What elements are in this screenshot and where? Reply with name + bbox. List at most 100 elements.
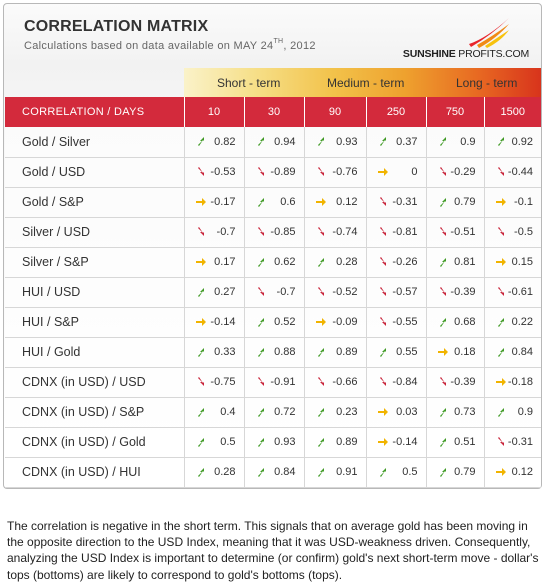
correlation-cell: 0.89 <box>304 337 367 368</box>
correlation-value: 0.89 <box>336 436 358 448</box>
correlation-cell: 0 <box>366 157 427 188</box>
correlation-value: -0.55 <box>392 316 418 328</box>
correlation-value: 0.5 <box>402 466 418 478</box>
correlation-value: 0.79 <box>454 196 476 208</box>
correlation-value: 0.33 <box>214 346 236 358</box>
correlation-cell: 0.9 <box>484 397 541 428</box>
correlation-cell: -0.17 <box>184 187 245 218</box>
correlation-cell: -0.76 <box>304 157 367 188</box>
sun-rays-icon <box>469 18 509 48</box>
correlation-cell: 0.92 <box>484 127 541 158</box>
correlation-cell: 0.5 <box>184 427 245 458</box>
table-row: CDNX (in USD) / Gold 0.5 0.93 0.89 -0.14 0.51… <box>5 427 541 458</box>
correlation-value: 0.93 <box>274 436 296 448</box>
trend-down-arrow-icon <box>379 316 386 326</box>
trend-flat-arrow-icon <box>495 257 506 266</box>
trend-up-arrow-icon <box>439 407 446 417</box>
trend-up-arrow-icon <box>497 137 504 146</box>
trend-down-arrow-icon <box>379 196 386 206</box>
trend-down-arrow-icon <box>379 226 386 236</box>
correlation-cell: -0.57 <box>366 277 427 308</box>
trend-down-arrow-icon <box>317 286 324 296</box>
correlation-value: -0.18 <box>507 376 533 388</box>
trend-down-arrow-icon <box>439 286 446 296</box>
period-header: 1500 <box>484 97 541 127</box>
trend-down-arrow-icon <box>257 286 264 296</box>
correlation-value: -0.09 <box>332 316 358 328</box>
correlation-value: 0.52 <box>274 316 296 328</box>
correlation-value: -0.31 <box>507 436 533 448</box>
sunshine-profits-logo[interactable]: SUNSHINE PROFITS.COM <box>403 14 529 62</box>
trend-down-arrow-icon <box>497 226 504 236</box>
correlation-cell: -0.39 <box>426 277 485 308</box>
correlation-cell: 0.4 <box>184 397 245 428</box>
trend-up-arrow-icon <box>439 137 446 146</box>
correlation-value: 0.27 <box>214 286 236 298</box>
correlation-cell: -0.5 <box>484 217 541 248</box>
corner-header: CORRELATION / DAYS <box>5 97 185 127</box>
trend-up-arrow-icon <box>257 467 264 477</box>
correlation-value: 0.72 <box>274 406 296 418</box>
correlation-value: 0.84 <box>511 346 533 358</box>
analysis-note: The correlation is negative in the short… <box>7 519 539 582</box>
correlation-value: 0.23 <box>336 406 358 418</box>
pair-label: Silver / S&P <box>5 247 185 278</box>
correlation-cell: -0.31 <box>484 427 541 458</box>
correlation-value: -0.81 <box>392 226 418 238</box>
correlation-cell: -0.89 <box>244 157 305 188</box>
correlation-value: -0.29 <box>450 166 476 178</box>
correlation-cell: -0.1 <box>484 187 541 218</box>
correlation-value: 0.22 <box>511 316 533 328</box>
page-title: CORRELATION MATRIX <box>24 18 209 35</box>
pair-label: CDNX (in USD) / USD <box>5 367 185 398</box>
trend-up-arrow-icon <box>497 407 504 417</box>
correlation-value: -0.51 <box>450 226 476 238</box>
correlation-cell: 0.37 <box>366 127 427 158</box>
correlation-value: -0.85 <box>270 226 296 238</box>
correlation-value: 0.73 <box>454 406 476 418</box>
horizon-long-term: Long - term <box>456 76 518 90</box>
table-row: Gold / USD -0.53 -0.89 -0.76 0 -0.29 -0.44 <box>5 157 541 188</box>
correlation-value: -0.39 <box>450 286 476 298</box>
pair-label: Silver / USD <box>5 217 185 248</box>
correlation-cell: 0.22 <box>484 307 541 338</box>
horizon-short-term: Short - term <box>217 76 281 90</box>
correlation-value: -0.14 <box>392 436 418 448</box>
trend-up-arrow-icon <box>257 137 264 146</box>
correlation-value: 0.5 <box>220 436 236 448</box>
trend-flat-arrow-icon <box>377 437 388 446</box>
correlation-value: 0.88 <box>274 346 296 358</box>
correlation-cell: -0.85 <box>244 217 305 248</box>
pair-label: Gold / S&P <box>5 187 185 218</box>
trend-flat-arrow-icon <box>437 347 448 356</box>
correlation-value: -0.14 <box>210 316 236 328</box>
pair-label: CDNX (in USD) / S&P <box>5 397 185 428</box>
correlation-cell: -0.52 <box>304 277 367 308</box>
trend-down-arrow-icon <box>257 226 264 236</box>
correlation-value: 0.28 <box>336 256 358 268</box>
correlation-cell: 0.79 <box>426 457 485 488</box>
correlation-cell: 0.28 <box>184 457 245 488</box>
correlation-value: -0.91 <box>270 376 296 388</box>
trend-up-arrow-icon <box>317 137 324 146</box>
trend-down-arrow-icon <box>317 376 324 386</box>
period-header: 10 <box>184 97 245 127</box>
correlation-cell: -0.18 <box>484 367 541 398</box>
correlation-cell: 0.28 <box>304 247 367 278</box>
correlation-value: 0.93 <box>336 135 358 148</box>
correlation-value: -0.1 <box>514 196 533 208</box>
correlation-cell: -0.51 <box>426 217 485 248</box>
trend-up-arrow-icon <box>439 467 446 477</box>
trend-down-arrow-icon <box>439 376 446 386</box>
trend-up-arrow-icon <box>257 317 264 327</box>
correlation-value: 0 <box>411 166 418 178</box>
correlation-cell: 0.6 <box>244 187 305 218</box>
trend-flat-arrow-icon <box>377 167 388 176</box>
correlation-cell: 0.5 <box>366 457 427 488</box>
trend-up-arrow-icon <box>497 347 504 357</box>
trend-up-arrow-icon <box>197 437 204 447</box>
pair-label: CDNX (in USD) / HUI <box>5 457 185 488</box>
correlation-cell: 0.88 <box>244 337 305 368</box>
pair-label: CDNX (in USD) / Gold <box>5 427 185 458</box>
trend-up-arrow-icon <box>257 407 264 417</box>
